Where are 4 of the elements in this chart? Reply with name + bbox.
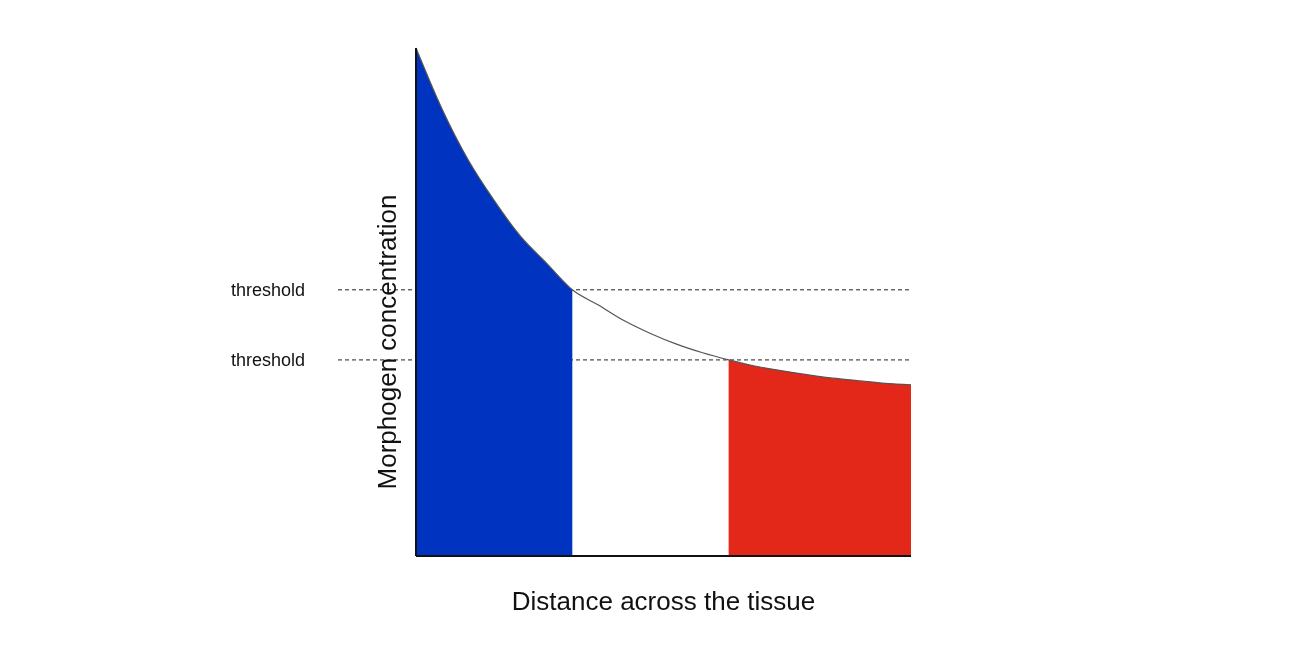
y-axis-title: Morphogen concentration (372, 194, 402, 490)
ref-line-label: threshold (230, 350, 306, 371)
ref-line-label: threshold (230, 280, 306, 301)
x-axis-title: Distance across the tissue (511, 586, 816, 616)
